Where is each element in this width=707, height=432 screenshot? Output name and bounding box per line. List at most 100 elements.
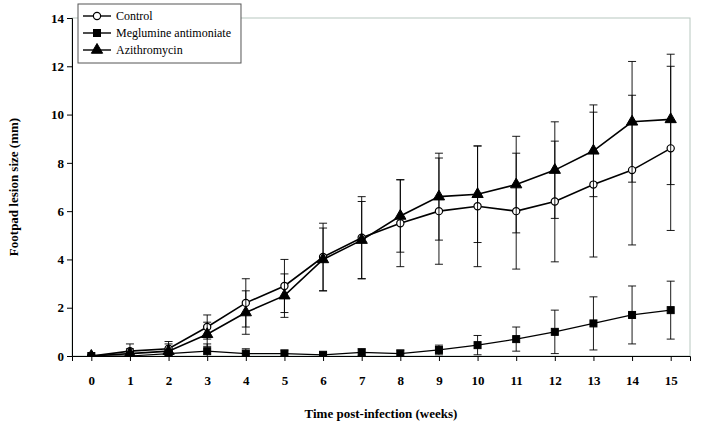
error-bar-cap (280, 317, 288, 318)
error-bar (242, 349, 250, 356)
error-bar-cap (628, 182, 636, 183)
series-line (91, 119, 670, 356)
error-bar-cap (396, 179, 404, 180)
y-tick: 12 (51, 59, 72, 74)
legend-marker (94, 30, 101, 37)
y-tick: 2 (58, 300, 73, 315)
error-bar-cap (165, 341, 173, 342)
series (87, 281, 674, 356)
error-bar-cap (203, 314, 211, 315)
x-tick: 8 (398, 356, 405, 388)
y-tick-label: 12 (51, 59, 64, 74)
x-tick: 15 (665, 356, 679, 388)
x-tick-label: 2 (166, 373, 173, 388)
x-tick-mark (439, 356, 440, 361)
chart: 024681012140123456789101112131415Time po… (0, 0, 707, 432)
data-point (240, 306, 251, 316)
x-tick: 2 (166, 356, 173, 388)
error-bar-cap (551, 261, 559, 262)
x-tick-label: 12 (549, 373, 562, 388)
y-tick-mark (67, 259, 72, 260)
error-bar-cap (319, 223, 327, 224)
series-line (91, 148, 670, 356)
x-tick: 5 (282, 356, 289, 388)
x-tick-label: 0 (89, 373, 96, 388)
y-tick-mark (67, 18, 72, 19)
error-bar-cap (474, 242, 482, 243)
error-bar-cap (628, 61, 636, 62)
error-bar-cap (474, 145, 482, 146)
error-bar-cap (667, 230, 675, 231)
error-bar-cap (396, 266, 404, 267)
x-tick-mark (246, 356, 247, 361)
x-tick-label: 7 (359, 373, 366, 388)
error-bar-cap (667, 281, 675, 282)
error-bar-cap (628, 285, 636, 286)
y-tick-mark (67, 356, 72, 357)
error-bar (628, 286, 636, 344)
data-point (317, 253, 328, 263)
data-point (474, 342, 481, 349)
y-tick-label: 10 (51, 107, 64, 122)
error-bar-cap (589, 257, 597, 258)
error-bar-cap (126, 343, 134, 344)
x-tick-label: 5 (282, 373, 289, 388)
data-point (472, 188, 483, 198)
x-tick: 6 (320, 356, 327, 388)
y-tick: 8 (58, 156, 73, 171)
error-bar (551, 310, 559, 353)
y-tick-label: 8 (58, 156, 65, 171)
error-bar-cap (319, 290, 327, 291)
error-bar (474, 335, 482, 354)
x-tick-label: 3 (204, 373, 211, 388)
error-bar-cap (512, 136, 520, 137)
data-point (513, 336, 520, 343)
y-axis-title: Footpad lesion size (mm) (6, 118, 21, 256)
error-bar (435, 345, 443, 355)
error-bar (280, 350, 288, 356)
error-bar-cap (358, 201, 366, 202)
error-bar-cap (512, 269, 520, 270)
y-tick: 6 (58, 204, 73, 219)
y-tick: 10 (51, 107, 72, 122)
x-tick-mark (130, 356, 131, 361)
x-tick-mark (555, 356, 556, 361)
error-bar-cap (396, 179, 404, 180)
error-bar-cap (203, 346, 211, 347)
error-bar-cap (203, 322, 211, 323)
y-axis: 02468101214 (51, 11, 73, 364)
legend: ControlMeglumine antimoniateAzithromycin (78, 4, 241, 63)
error-bar-cap (358, 278, 366, 279)
x-tick-mark (91, 356, 92, 361)
x-axis-line (73, 357, 691, 362)
error-bar-stem (477, 146, 478, 267)
error-bar-cap (396, 252, 404, 253)
y-tick-mark (67, 66, 72, 67)
x-tick-mark (362, 356, 363, 361)
x-tick-label: 14 (626, 373, 640, 388)
x-tick-label: 6 (320, 373, 327, 388)
x-tick: 12 (549, 356, 562, 388)
error-bar (667, 281, 675, 339)
y-tick-mark (67, 308, 72, 309)
error-bar-cap (589, 104, 597, 105)
legend-marker (93, 12, 100, 19)
y-tick-label: 4 (58, 252, 65, 267)
x-axis-title: Time post-infection (weeks) (305, 406, 458, 421)
x-tick: 7 (359, 356, 366, 388)
error-bar-cap (435, 345, 443, 346)
data-point (435, 346, 442, 353)
error-bar (396, 350, 404, 356)
x-tick: 13 (587, 356, 601, 388)
y-tick-mark (67, 211, 72, 212)
x-tick-label: 13 (587, 373, 601, 388)
y-tick: 0 (58, 349, 73, 364)
error-bar (358, 349, 366, 356)
y-tick-label: 2 (58, 300, 65, 315)
error-bar-cap (512, 351, 520, 352)
x-tick-label: 9 (436, 373, 443, 388)
error-bar-cap (474, 266, 482, 267)
x-tick-mark (400, 356, 401, 361)
error-bar-cap (280, 273, 288, 274)
x-tick-label: 15 (665, 373, 679, 388)
